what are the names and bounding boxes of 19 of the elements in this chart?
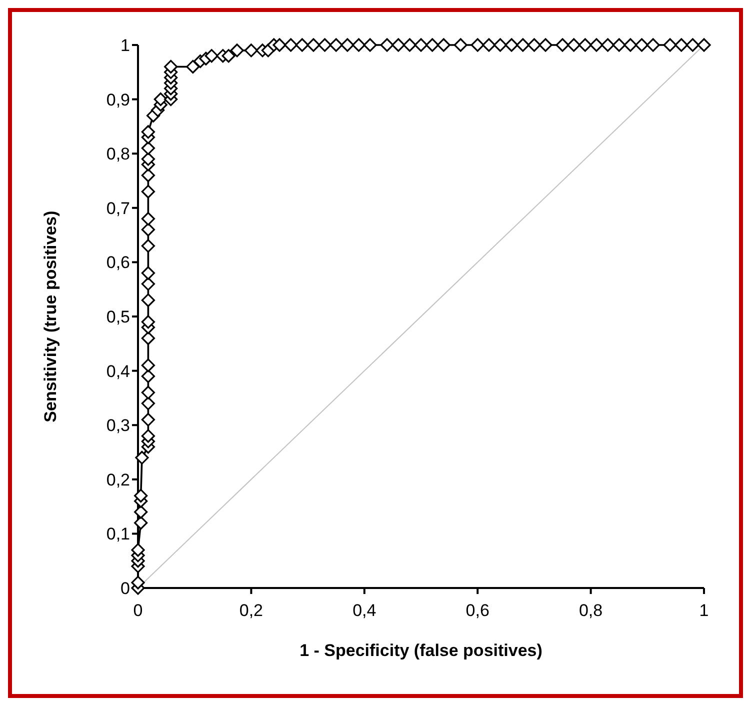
y-tick-label: 0,1 [106, 524, 130, 544]
y-tick-label: 0,7 [106, 198, 130, 218]
y-tick-label: 0,3 [106, 416, 130, 436]
x-tick-label: 0 [133, 601, 143, 620]
x-axis-title: 1 - Specificity (false positives) [300, 641, 542, 660]
y-tick-label: 0,8 [106, 144, 130, 164]
y-tick-label: 0,5 [106, 308, 130, 327]
y-tick-label: 0,6 [106, 253, 130, 272]
x-tick-label: 0,4 [352, 601, 376, 620]
y-tick-label: 0 [120, 579, 130, 598]
y-tick-label: 1 [120, 36, 130, 56]
y-axis-title: Sensitivity (true positives) [41, 210, 60, 422]
x-tick-label: 1 [699, 601, 709, 620]
x-tick-label: 0,8 [578, 601, 603, 620]
x-tick-label: 0,6 [466, 601, 490, 620]
y-tick-label: 0,4 [106, 362, 130, 381]
x-tick-label: 0,2 [239, 601, 264, 620]
y-tick-label: 0,9 [106, 90, 130, 110]
y-tick-label: 0,2 [106, 470, 130, 490]
